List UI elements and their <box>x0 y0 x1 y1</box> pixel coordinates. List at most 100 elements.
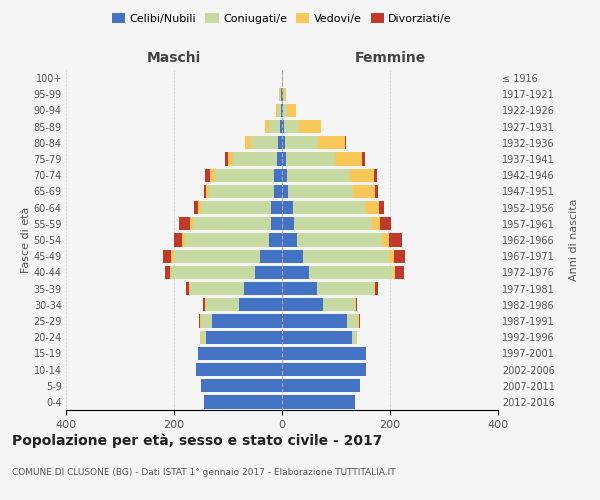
Bar <box>179 217 190 230</box>
Bar <box>284 120 299 134</box>
Bar <box>280 120 282 134</box>
Bar <box>282 217 294 230</box>
Bar <box>289 185 353 198</box>
Bar <box>374 168 377 182</box>
Bar <box>269 120 280 134</box>
Bar <box>251 136 278 149</box>
Bar <box>282 120 284 134</box>
Bar <box>239 298 282 312</box>
Y-axis label: Fasce di età: Fasce di età <box>20 207 31 273</box>
Bar <box>347 314 358 328</box>
Bar <box>194 201 198 214</box>
Bar <box>317 282 374 295</box>
Bar <box>277 152 282 166</box>
Bar <box>282 168 287 182</box>
Text: COMUNE DI CLUSONE (BG) - Dati ISTAT 1° gennaio 2017 - Elaborazione TUTTITALIA.IT: COMUNE DI CLUSONE (BG) - Dati ISTAT 1° g… <box>12 468 395 477</box>
Bar <box>317 136 344 149</box>
Bar <box>274 168 282 182</box>
Bar <box>174 250 260 263</box>
Bar <box>282 363 366 376</box>
Bar <box>281 104 282 117</box>
Bar <box>212 314 282 328</box>
Bar <box>206 330 282 344</box>
Bar <box>185 234 269 246</box>
Bar <box>375 282 377 295</box>
Bar <box>260 250 282 263</box>
Bar <box>358 314 359 328</box>
Bar <box>374 282 375 295</box>
Bar <box>352 330 356 344</box>
Bar <box>294 217 372 230</box>
Bar <box>172 250 174 263</box>
Bar <box>182 234 185 246</box>
Bar <box>282 330 352 344</box>
Bar <box>255 266 282 279</box>
Bar <box>380 217 391 230</box>
Bar <box>204 185 206 198</box>
Bar <box>204 396 282 408</box>
Bar <box>283 104 287 117</box>
Bar <box>203 298 205 312</box>
Bar <box>282 346 366 360</box>
Bar <box>297 234 382 246</box>
Text: Popolazione per età, sesso e stato civile - 2017: Popolazione per età, sesso e stato civil… <box>12 434 382 448</box>
Bar <box>282 298 323 312</box>
Bar <box>282 201 293 214</box>
Bar <box>282 136 285 149</box>
Bar <box>245 136 251 149</box>
Bar <box>269 234 282 246</box>
Bar <box>193 217 271 230</box>
Bar <box>282 234 297 246</box>
Bar <box>278 136 282 149</box>
Bar <box>282 266 309 279</box>
Bar <box>215 168 274 182</box>
Bar <box>302 250 389 263</box>
Bar <box>199 314 200 328</box>
Bar <box>228 152 233 166</box>
Bar <box>190 217 193 230</box>
Bar <box>379 201 383 214</box>
Bar <box>286 152 335 166</box>
Bar <box>282 104 283 117</box>
Bar <box>359 314 360 328</box>
Bar <box>392 266 395 279</box>
Bar <box>355 298 356 312</box>
Bar <box>309 266 392 279</box>
Bar <box>282 250 302 263</box>
Bar <box>285 136 317 149</box>
Bar <box>172 266 255 279</box>
Bar <box>165 266 170 279</box>
Bar <box>278 104 281 117</box>
Bar <box>163 250 172 263</box>
Bar <box>356 298 357 312</box>
Bar <box>394 250 405 263</box>
Bar <box>233 152 277 166</box>
Text: Femmine: Femmine <box>355 51 425 65</box>
Bar <box>201 201 271 214</box>
Bar <box>353 185 375 198</box>
Bar <box>206 298 239 312</box>
Bar <box>201 314 212 328</box>
Bar <box>271 217 282 230</box>
Bar <box>284 88 286 101</box>
Bar <box>201 379 282 392</box>
Bar <box>196 363 282 376</box>
Bar <box>389 234 403 246</box>
Bar <box>335 152 362 166</box>
Bar <box>200 314 201 328</box>
Bar <box>282 314 347 328</box>
Bar <box>372 217 380 230</box>
Bar <box>282 396 355 408</box>
Bar <box>205 298 206 312</box>
Bar <box>210 168 215 182</box>
Bar <box>244 282 282 295</box>
Bar <box>282 282 317 295</box>
Bar <box>282 185 289 198</box>
Bar <box>205 168 210 182</box>
Bar <box>187 282 189 295</box>
Bar <box>389 250 394 263</box>
Y-axis label: Anni di nascita: Anni di nascita <box>569 198 579 281</box>
Bar <box>283 88 284 101</box>
Bar <box>395 266 404 279</box>
Bar <box>275 104 278 117</box>
